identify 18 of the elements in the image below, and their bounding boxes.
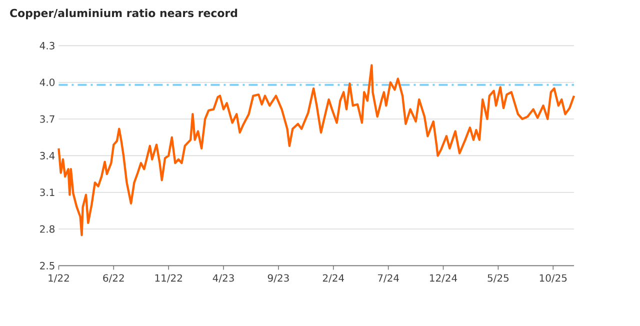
y-tick-label: 3.1 — [40, 188, 54, 196]
x-tick-label: 7/24 — [378, 274, 399, 283]
y-tick-label: 2.8 — [40, 225, 54, 233]
x-tick-label: 4/23 — [212, 274, 234, 283]
y-tick-label: 2.5 — [40, 262, 54, 270]
y-tick-label: 4.0 — [40, 78, 55, 86]
y-tick-label: 4.3 — [40, 42, 54, 50]
x-tick-label: 12/24 — [430, 274, 458, 283]
chart-title: Copper/aluminium ratio nears record — [10, 8, 238, 20]
x-tick-label: 1/22 — [48, 274, 69, 283]
y-tick-label: 3.7 — [40, 115, 54, 123]
x-tick-label: 2/24 — [322, 274, 344, 283]
y-tick-label: 3.4 — [40, 152, 55, 160]
x-tick-label: 10/25 — [540, 274, 567, 283]
x-tick-label: 9/23 — [268, 274, 289, 283]
x-tick-label: 11/22 — [155, 274, 182, 283]
x-tick-label: 6/22 — [103, 274, 124, 283]
x-tick-label: 5/25 — [488, 274, 509, 283]
